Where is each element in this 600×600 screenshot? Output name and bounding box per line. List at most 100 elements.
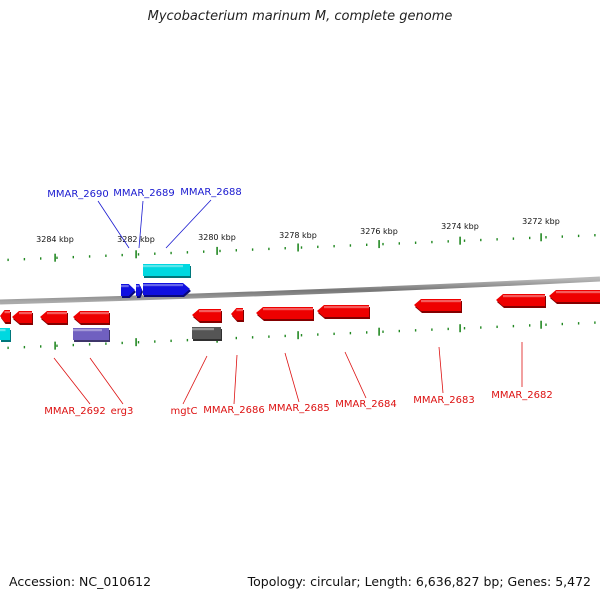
scale-minor-tick (333, 332, 335, 336)
scale-label: 3280 kbp (198, 233, 236, 242)
scale-minor-tick (512, 324, 515, 328)
scale-minor-tick (300, 246, 303, 249)
scale-major-tick (378, 240, 380, 249)
scale-minor-tick (137, 341, 140, 344)
scale-major-tick (54, 341, 56, 350)
scale-label: 3276 kbp (360, 227, 398, 236)
reverse-cds-feature (192, 309, 222, 323)
scale-minor-tick (594, 234, 596, 237)
scale-minor-tick (284, 247, 286, 250)
forward-cds-feature (143, 283, 191, 297)
scale-minor-tick (512, 237, 515, 240)
forward-cds-feature (121, 284, 136, 298)
scale-minor-tick (480, 238, 482, 242)
label-leader-lines (53, 199, 523, 405)
scale-minor-tick (529, 324, 531, 327)
scale-minor-tick (382, 242, 384, 246)
label-leader-line (344, 351, 367, 399)
scale-minor-tick (414, 241, 417, 244)
scale-tick-rings (7, 233, 596, 350)
label-leader-line (89, 357, 124, 405)
scale-minor-tick (349, 244, 352, 247)
accession-text: Accession: NC_010612 (9, 574, 152, 589)
scale-label: 3282 kbp (117, 235, 155, 244)
gene-label-forward: MMAR_2688 (180, 187, 242, 198)
scale-minor-tick (333, 244, 335, 248)
scale-minor-tick (431, 328, 433, 331)
scale-minor-tick (88, 343, 91, 346)
scale-minor-tick (105, 254, 107, 257)
reverse-cds-feature (549, 290, 600, 304)
scale-minor-tick (398, 242, 400, 245)
scale-minor-tick (447, 240, 449, 243)
label-leader-line (165, 199, 212, 249)
scale-label: 3274 kbp (441, 222, 479, 231)
reverse-cds-feature (256, 307, 314, 321)
gene-label-reverse: MMAR_2682 (491, 390, 553, 401)
scale-minor-tick (72, 343, 74, 347)
map-title: Mycobacterium marinum M, complete genome (147, 9, 453, 24)
scale-minor-tick (7, 258, 9, 262)
scale-minor-tick (398, 329, 400, 333)
scale-minor-tick (40, 345, 42, 348)
label-leader-line (53, 357, 91, 405)
reverse-cds-feature (73, 311, 110, 325)
scale-minor-tick (121, 253, 123, 257)
scale-minor-tick (480, 326, 482, 329)
scale-major-tick (540, 320, 542, 329)
scale-major-tick (297, 331, 299, 340)
scale-minor-tick (317, 245, 319, 249)
label-leader-line (138, 200, 144, 249)
reverse-cds-feature (496, 294, 546, 308)
label-leader-line (233, 354, 238, 405)
scale-major-tick (297, 243, 299, 252)
reverse-cds-feature (231, 308, 244, 322)
gene-label-forward: MMAR_2689 (113, 188, 175, 199)
scale-major-tick (459, 236, 461, 245)
gene-label-reverse: MMAR_2692 (44, 406, 106, 417)
scale-minor-tick (529, 236, 531, 240)
genome-summary-text: Topology: circular; Length: 6,636,827 bp… (247, 574, 591, 589)
scale-minor-tick (186, 251, 189, 254)
label-leader-line (284, 352, 300, 403)
scale-minor-tick (545, 323, 547, 326)
scale-label: 3272 kbp (522, 217, 560, 226)
scale-minor-tick (577, 322, 580, 325)
scale-major-tick (54, 253, 56, 262)
scale-major-tick (216, 246, 218, 255)
scale-minor-tick (284, 334, 286, 338)
scale-major-tick (378, 327, 380, 336)
scale-minor-tick (154, 252, 156, 255)
pseudo-feature (192, 327, 222, 341)
scale-minor-tick (577, 234, 580, 238)
label-leader-line (438, 346, 444, 394)
scale-minor-tick (88, 255, 91, 258)
scale-minor-tick (7, 346, 9, 350)
scale-minor-tick (23, 257, 26, 261)
scale-minor-tick (56, 344, 58, 347)
scale-major-tick (459, 324, 461, 333)
gene-label-reverse: MMAR_2684 (335, 399, 397, 410)
gene-features (0, 264, 600, 342)
scale-minor-tick (170, 251, 172, 255)
gene-label-reverse: MMAR_2686 (203, 405, 265, 416)
genome-backbone (0, 276, 600, 305)
forward-rna-feature (143, 264, 191, 278)
scale-minor-tick (40, 257, 42, 260)
scale-label: 3284 kbp (36, 235, 74, 244)
scale-minor-tick (447, 327, 449, 331)
scale-minor-tick (317, 333, 319, 336)
scale-minor-tick (561, 322, 563, 326)
scale-minor-tick (366, 243, 368, 247)
scale-minor-tick (463, 327, 466, 330)
reverse-cds-feature (414, 299, 462, 313)
gene-labels: MMAR_2690 MMAR_2689 MMAR_2688 MMAR_2692 erg3… (44, 187, 553, 417)
gene-label-reverse: erg3 (111, 406, 134, 417)
scale-minor-tick (235, 249, 237, 252)
reverse-rna-feature (73, 328, 110, 342)
gene-label-reverse: mgtC (171, 406, 198, 417)
scale-minor-tick (382, 330, 384, 333)
scale-minor-tick (496, 238, 498, 241)
scale-minor-tick (561, 235, 563, 238)
